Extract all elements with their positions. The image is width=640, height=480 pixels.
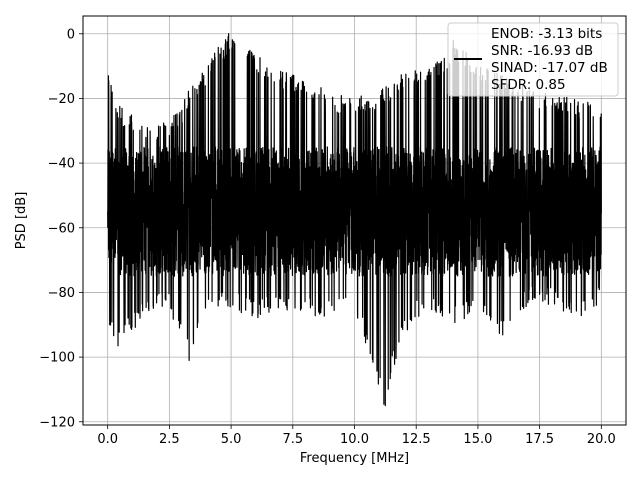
ticks: 0.0 2.5 5.0 7.5 10.0 12.5 15.0 17.5 20.0 0 −20 −40 −… <box>39 27 616 447</box>
x-tick-label: 15.0 <box>463 432 492 447</box>
x-tick-label: 17.5 <box>525 432 554 447</box>
y-axis-label: PSD [dB] <box>14 192 29 250</box>
legend-entry-snr: SNR: -16.93 dB <box>491 43 593 59</box>
x-tick-label: 7.5 <box>282 432 303 447</box>
legend: ENOB: -3.13 bits SNR: -16.93 dB SINAD: -… <box>447 22 619 97</box>
x-tick-label: 20.0 <box>587 432 616 447</box>
y-tick-label: −60 <box>48 221 75 236</box>
legend-box <box>447 22 619 97</box>
x-tick-label: 10.0 <box>340 432 369 447</box>
x-tick-label: 12.5 <box>402 432 431 447</box>
x-tick-label: 2.5 <box>159 432 180 447</box>
legend-entry-sinad: SINAD: -17.07 dB <box>491 60 608 76</box>
y-tick-label: −20 <box>48 92 75 107</box>
legend-entry-sfdr: SFDR: 0.85 <box>491 77 566 93</box>
y-tick-label: −40 <box>48 157 75 172</box>
legend-entry-enob: ENOB: -3.13 bits <box>491 26 602 42</box>
x-tick-label: 0.0 <box>97 432 118 447</box>
x-tick-label: 5.0 <box>221 432 242 447</box>
psd-series-line <box>107 33 602 407</box>
y-tick-label: −120 <box>39 415 75 430</box>
series-layer <box>107 33 602 407</box>
y-tick-label: −100 <box>39 351 75 366</box>
y-tick-label: −80 <box>48 286 75 301</box>
y-tick-label: 0 <box>67 27 75 42</box>
x-axis-label: Frequency [MHz] <box>300 451 409 466</box>
